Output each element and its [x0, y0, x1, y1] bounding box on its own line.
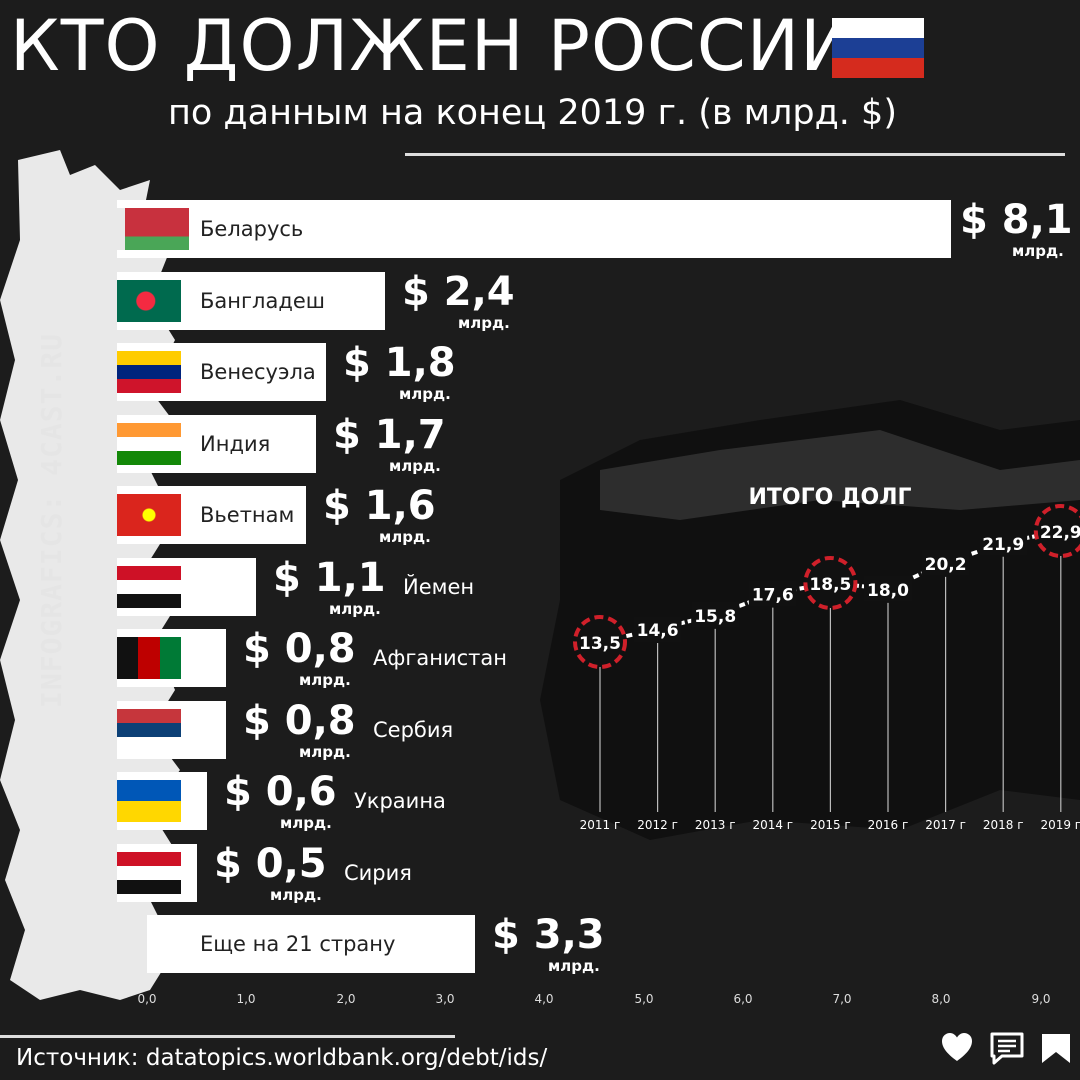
x-tick-3: 3,0 — [435, 992, 455, 1006]
x-tick-4: 4,0 — [534, 992, 554, 1006]
x-tick-0: 0,0 — [137, 992, 157, 1006]
country-label-1: Беларусь — [200, 217, 304, 241]
line-chart-title: ИТОГО ДОЛГ — [748, 485, 911, 510]
country-label-6: Йемен — [403, 575, 475, 599]
unit-label-4: млрд. — [389, 457, 441, 475]
unit-label-2: млрд. — [458, 314, 510, 332]
bar-1 — [117, 200, 951, 258]
russia-flag-icon — [832, 18, 924, 78]
point-label-7: 20,2 — [925, 555, 967, 575]
unit-label-3: млрд. — [399, 385, 451, 403]
value-label-8: $ 0,8 — [243, 698, 356, 744]
unit-label-9: млрд. — [280, 814, 332, 832]
flag-8-icon — [117, 709, 181, 751]
bookmark-icon[interactable] — [1042, 1034, 1070, 1063]
point-box-6 — [864, 575, 912, 602]
country-label-10: Сирия — [344, 861, 412, 885]
x-tick-6: 6,0 — [733, 992, 753, 1006]
highlight-ring-5 — [803, 555, 858, 610]
flag-7-icon — [117, 637, 181, 679]
country-label-2: Бангладеш — [200, 289, 325, 313]
value-label-9: $ 0,6 — [224, 769, 337, 815]
point-label-1: 13,5 — [579, 634, 621, 654]
flag-2-icon — [117, 280, 181, 322]
point-box-4 — [748, 580, 797, 607]
flag-3-icon — [117, 351, 181, 393]
unit-label-10: млрд. — [270, 886, 322, 904]
year-label-1: 2011 г — [580, 818, 621, 832]
point-label-9: 22,9 — [1040, 523, 1080, 543]
x-tick-1: 1,0 — [236, 992, 256, 1006]
page-subtitle: по данным на конец 2019 г. (в млрд. $) — [168, 93, 897, 133]
x-tick-8: 8,0 — [931, 992, 951, 1006]
year-label-3: 2013 г — [695, 818, 736, 832]
heart-icon[interactable] — [942, 1033, 972, 1061]
point-label-5: 18,5 — [809, 575, 851, 595]
year-label-4: 2014 г — [752, 818, 793, 832]
highlight-ring-1 — [573, 615, 627, 669]
unit-label-6: млрд. — [329, 600, 381, 618]
x-tick-2: 2,0 — [336, 992, 356, 1006]
point-label-6: 18,0 — [867, 581, 909, 601]
subtitle-divider — [405, 153, 1065, 156]
point-label-8: 21,9 — [982, 535, 1024, 555]
source-citation: Источник: datatopics.worldbank.org/debt/… — [16, 1045, 548, 1071]
x-tick-9: 9,0 — [1031, 992, 1051, 1006]
value-label-2: $ 2,4 — [402, 269, 515, 315]
flag-9-icon — [117, 780, 181, 822]
point-label-4: 17,6 — [752, 586, 794, 606]
unit-label-5: млрд. — [379, 528, 431, 546]
x-tick-7: 7,0 — [832, 992, 852, 1006]
value-label-6: $ 1,1 — [273, 555, 386, 601]
value-label-1: $ 8,1 — [960, 197, 1073, 243]
flag-5-icon — [117, 494, 181, 536]
footer-divider — [0, 1035, 455, 1038]
flag-6-icon — [117, 566, 181, 608]
highlight-ring-9 — [1033, 504, 1080, 558]
unit-label-11: млрд. — [548, 957, 600, 975]
country-label-5: Вьетнам — [200, 503, 295, 527]
social-actions — [942, 1032, 1070, 1065]
flag-10-icon — [117, 852, 181, 894]
point-box-3 — [691, 601, 740, 628]
point-box-8 — [979, 529, 1028, 556]
value-label-10: $ 0,5 — [214, 841, 327, 887]
unit-label-7: млрд. — [299, 671, 351, 689]
value-label-4: $ 1,7 — [333, 412, 446, 458]
flag-4-icon — [117, 423, 181, 465]
year-label-6: 2016 г — [868, 818, 909, 832]
flag-1-icon — [117, 208, 189, 250]
year-label-2: 2012 г — [637, 818, 678, 832]
page-title: КТО ДОЛЖЕН РОССИИ — [10, 5, 854, 87]
year-label-8: 2018 г — [983, 818, 1024, 832]
year-label-7: 2017 г — [925, 818, 966, 832]
year-label-9: 2019 г — [1040, 818, 1080, 832]
point-label-2: 14,6 — [637, 621, 679, 641]
comment-icon[interactable] — [990, 1032, 1024, 1065]
unit-label-1: млрд. — [1012, 242, 1064, 260]
country-label-3: Венесуэла — [200, 360, 316, 384]
point-label-3: 15,8 — [694, 607, 736, 627]
bar-11 — [147, 915, 475, 973]
year-label-5: 2015 г — [810, 818, 851, 832]
country-label-11: Еще на 21 страну — [200, 932, 396, 956]
unit-label-8: млрд. — [299, 743, 351, 761]
country-label-4: Индия — [200, 432, 271, 456]
country-label-9: Украина — [354, 789, 446, 813]
value-label-7: $ 0,8 — [243, 626, 356, 672]
x-tick-5: 5,0 — [634, 992, 654, 1006]
point-box-2 — [633, 616, 682, 643]
point-box-7 — [921, 549, 970, 576]
value-label-5: $ 1,6 — [323, 483, 436, 529]
value-label-3: $ 1,8 — [343, 340, 456, 386]
value-label-11: $ 3,3 — [492, 912, 605, 958]
country-label-8: Сербия — [373, 718, 454, 742]
country-label-7: Афганистан — [373, 646, 507, 670]
